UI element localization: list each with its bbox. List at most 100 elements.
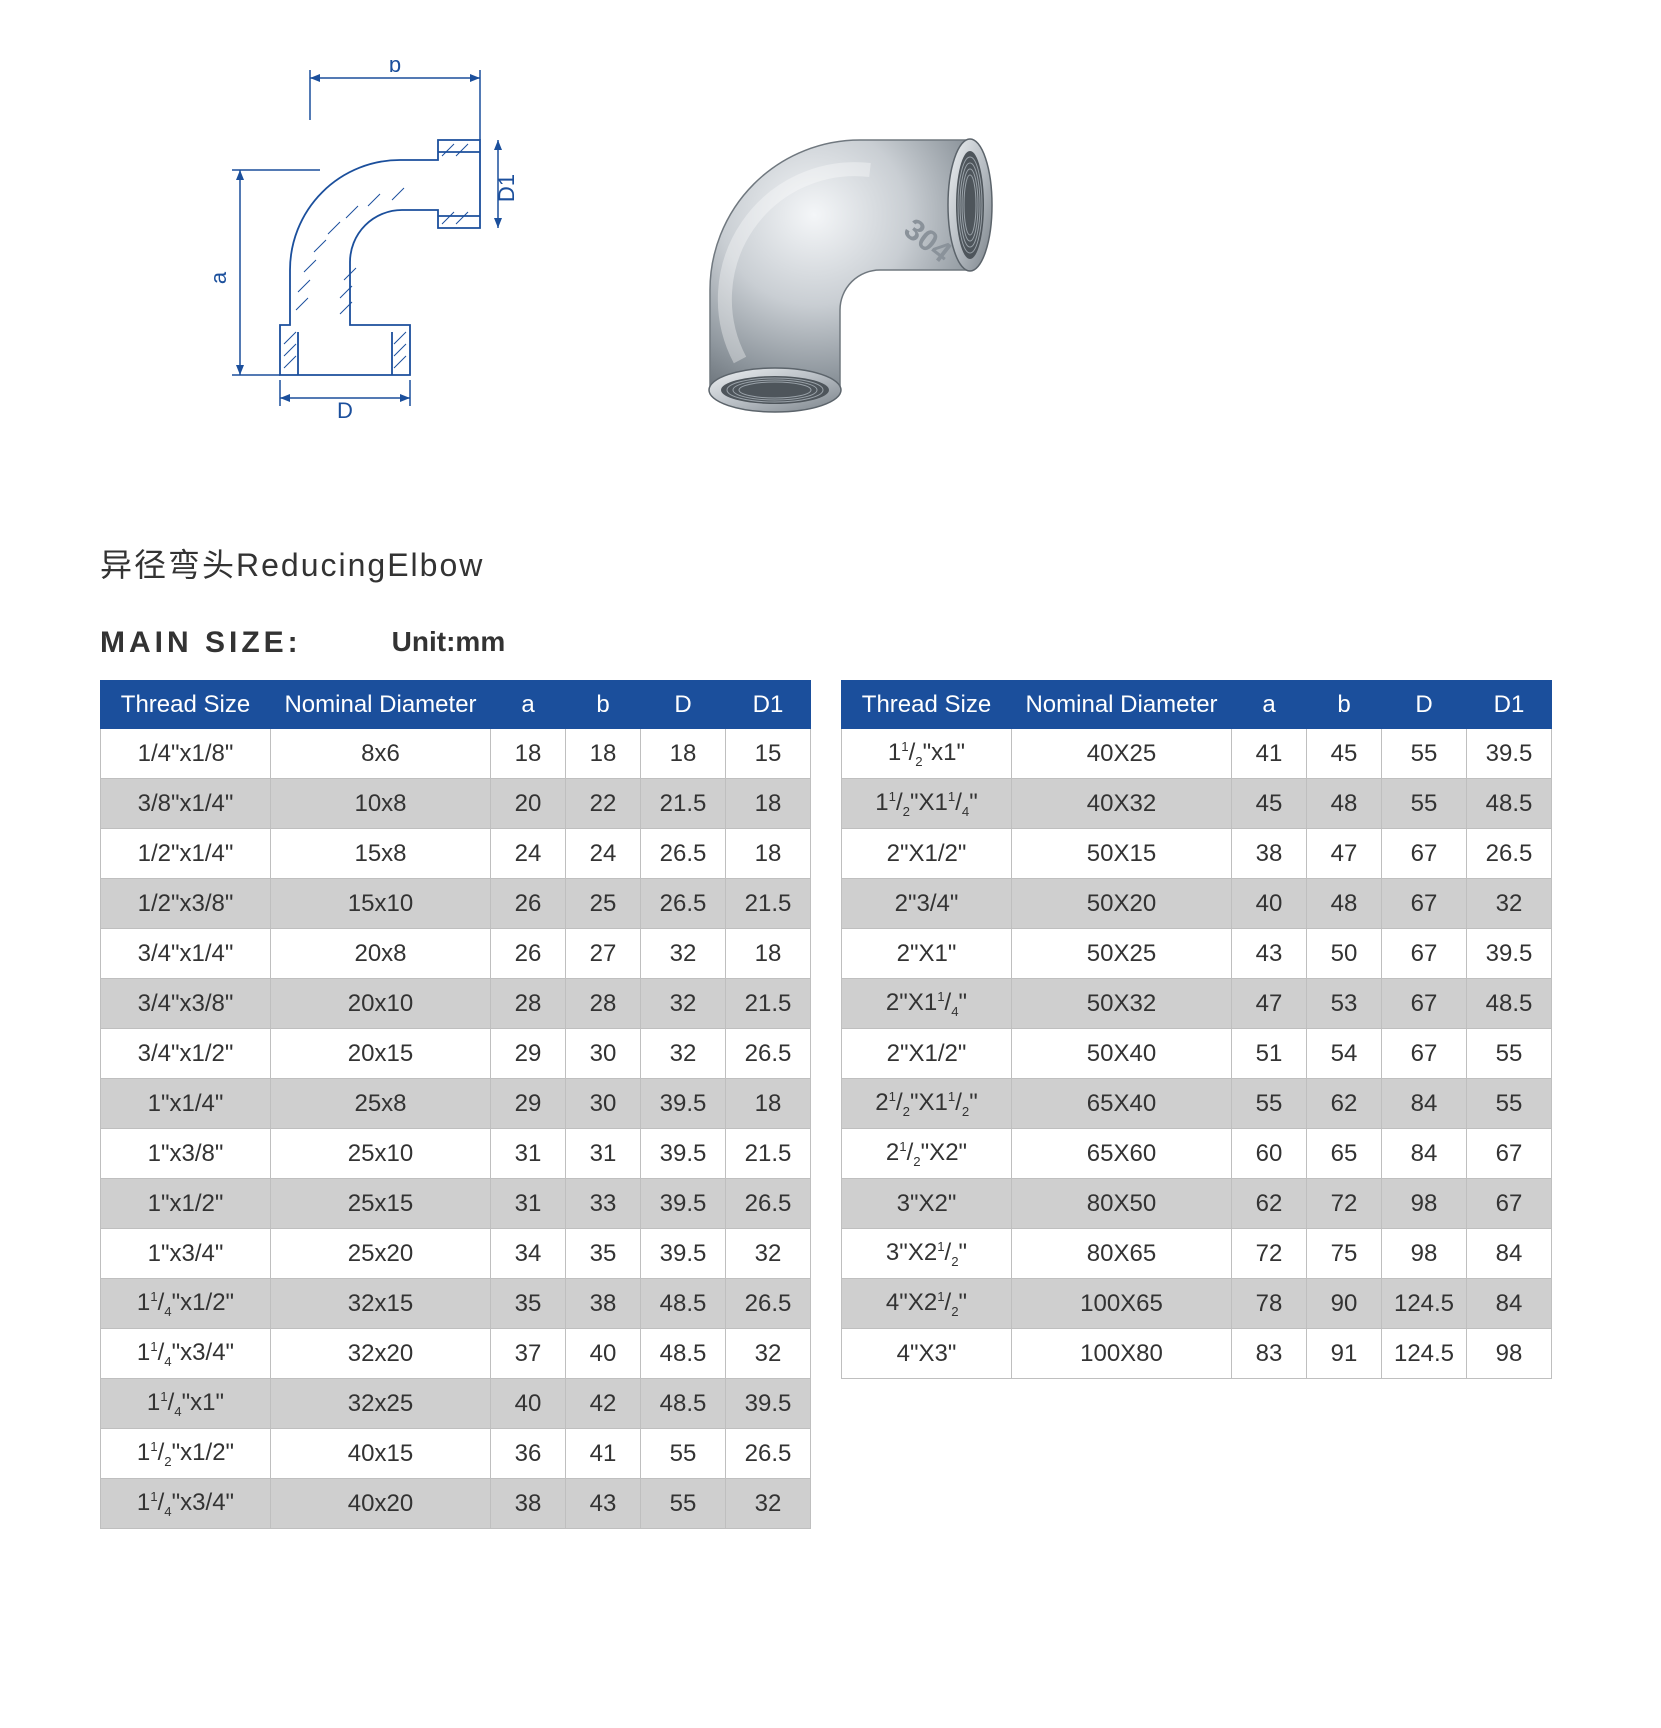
table-cell: 11/4"x3/4" (101, 1479, 271, 1529)
table-row: 1/2"x3/8"15x10262526.521.5 (101, 879, 811, 929)
table-cell: 72 (1307, 1179, 1382, 1229)
table-cell: 18 (726, 929, 811, 979)
table-cell: 24 (491, 829, 566, 879)
table-cell: 51 (1232, 1029, 1307, 1079)
table-row: 11/2"X11/4"40X3245485548.5 (842, 779, 1552, 829)
table-cell: 1/4"x1/8" (101, 729, 271, 779)
dim-label-D1: D1 (494, 174, 519, 202)
table-cell: 47 (1307, 829, 1382, 879)
table-cell: 55 (641, 1429, 726, 1479)
table-cell: 41 (1232, 729, 1307, 779)
table-cell: 40x15 (271, 1429, 491, 1479)
table-row: 1"x1/4"25x8293039.518 (101, 1079, 811, 1129)
table-row: 11/4"x1"32x25404248.539.5 (101, 1379, 811, 1429)
table-cell: 10x8 (271, 779, 491, 829)
table-cell: 50X25 (1012, 929, 1232, 979)
table-cell: 124.5 (1382, 1329, 1467, 1379)
size-table-left: Thread SizeNominal DiameterabDD1 1/4"x1/… (100, 680, 811, 1529)
table-cell: 21.5 (641, 779, 726, 829)
table-cell: 22 (566, 779, 641, 829)
table-cell: 50X20 (1012, 879, 1232, 929)
table-cell: 40 (566, 1329, 641, 1379)
table-cell: 43 (1232, 929, 1307, 979)
table-cell: 55 (1232, 1079, 1307, 1129)
table-cell: 18 (726, 1079, 811, 1129)
table-cell: 20 (491, 779, 566, 829)
table-cell: 32x15 (271, 1279, 491, 1329)
table-cell: 48 (1307, 779, 1382, 829)
table-cell: 55 (1382, 729, 1467, 779)
table-cell: 28 (491, 979, 566, 1029)
table-cell: 39.5 (726, 1379, 811, 1429)
table-cell: 32 (726, 1479, 811, 1529)
table-row: 1"x3/8"25x10313139.521.5 (101, 1129, 811, 1179)
table-row: 1/4"x1/8"8x618181815 (101, 729, 811, 779)
table-cell: 26.5 (726, 1429, 811, 1479)
table-cell: 32x20 (271, 1329, 491, 1379)
table-cell: 48.5 (641, 1279, 726, 1329)
table-cell: 100X65 (1012, 1279, 1232, 1329)
table-cell: 47 (1232, 979, 1307, 1029)
table-cell: 31 (491, 1129, 566, 1179)
tables-wrap: Thread SizeNominal DiameterabDD1 1/4"x1/… (100, 680, 1561, 1529)
table-row: 2"X1/2"50X1538476726.5 (842, 829, 1552, 879)
table-cell: 39.5 (1467, 729, 1552, 779)
table-cell: 40x20 (271, 1479, 491, 1529)
table-cell: 39.5 (641, 1229, 726, 1279)
table-cell: 3/8"x1/4" (101, 779, 271, 829)
table-cell: 32x25 (271, 1379, 491, 1429)
table-cell: 1"x1/2" (101, 1179, 271, 1229)
table-cell: 18 (491, 729, 566, 779)
table-cell: 62 (1232, 1179, 1307, 1229)
table-cell: 21.5 (726, 879, 811, 929)
table-cell: 8x6 (271, 729, 491, 779)
table-cell: 25x8 (271, 1079, 491, 1129)
table-cell: 26.5 (726, 1279, 811, 1329)
table-cell: 26.5 (641, 829, 726, 879)
table-row: 4"X21/2"100X657890124.584 (842, 1279, 1552, 1329)
table-cell: 34 (491, 1229, 566, 1279)
table-row: 2"X1/2"50X4051546755 (842, 1029, 1552, 1079)
table-cell: 72 (1232, 1229, 1307, 1279)
table-cell: 25 (566, 879, 641, 929)
table-cell: 27 (566, 929, 641, 979)
table-cell: 67 (1382, 929, 1467, 979)
table-cell: 11/2"x1/2" (101, 1429, 271, 1479)
table-cell: 25x20 (271, 1229, 491, 1279)
table-row: 2"X1"50X2543506739.5 (842, 929, 1552, 979)
table-cell: 25x10 (271, 1129, 491, 1179)
table-cell: 42 (566, 1379, 641, 1429)
col-header: a (491, 681, 566, 729)
table-cell: 40X32 (1012, 779, 1232, 829)
table-cell: 2"X1/2" (842, 1029, 1012, 1079)
table-cell: 3/4"x1/4" (101, 929, 271, 979)
table-cell: 54 (1307, 1029, 1382, 1079)
table-cell: 55 (1467, 1029, 1552, 1079)
table-cell: 38 (1232, 829, 1307, 879)
table-row: 3/4"x1/4"20x826273218 (101, 929, 811, 979)
table-cell: 11/2"X11/4" (842, 779, 1012, 829)
table-cell: 41 (566, 1429, 641, 1479)
table-cell: 80X65 (1012, 1229, 1232, 1279)
product-photo: 304 (640, 60, 1020, 420)
table-cell: 1"x3/4" (101, 1229, 271, 1279)
table-cell: 55 (1467, 1079, 1552, 1129)
table-cell: 18 (726, 779, 811, 829)
table-cell: 67 (1467, 1129, 1552, 1179)
table-cell: 33 (566, 1179, 641, 1229)
table-cell: 2"X1" (842, 929, 1012, 979)
table-cell: 65X60 (1012, 1129, 1232, 1179)
table-cell: 3/4"x3/8" (101, 979, 271, 1029)
table-cell: 3/4"x1/2" (101, 1029, 271, 1079)
table-cell: 67 (1382, 1029, 1467, 1079)
table-cell: 15x8 (271, 829, 491, 879)
table-cell: 32 (641, 979, 726, 1029)
table-cell: 28 (566, 979, 641, 1029)
table-cell: 40X25 (1012, 729, 1232, 779)
size-table-right: Thread SizeNominal DiameterabDD1 11/2"x1… (841, 680, 1552, 1379)
table-cell: 48.5 (641, 1329, 726, 1379)
table-cell: 29 (491, 1079, 566, 1129)
table-cell: 98 (1382, 1179, 1467, 1229)
table-cell: 21/2"X2" (842, 1129, 1012, 1179)
table-row: 3/4"x3/8"20x1028283221.5 (101, 979, 811, 1029)
